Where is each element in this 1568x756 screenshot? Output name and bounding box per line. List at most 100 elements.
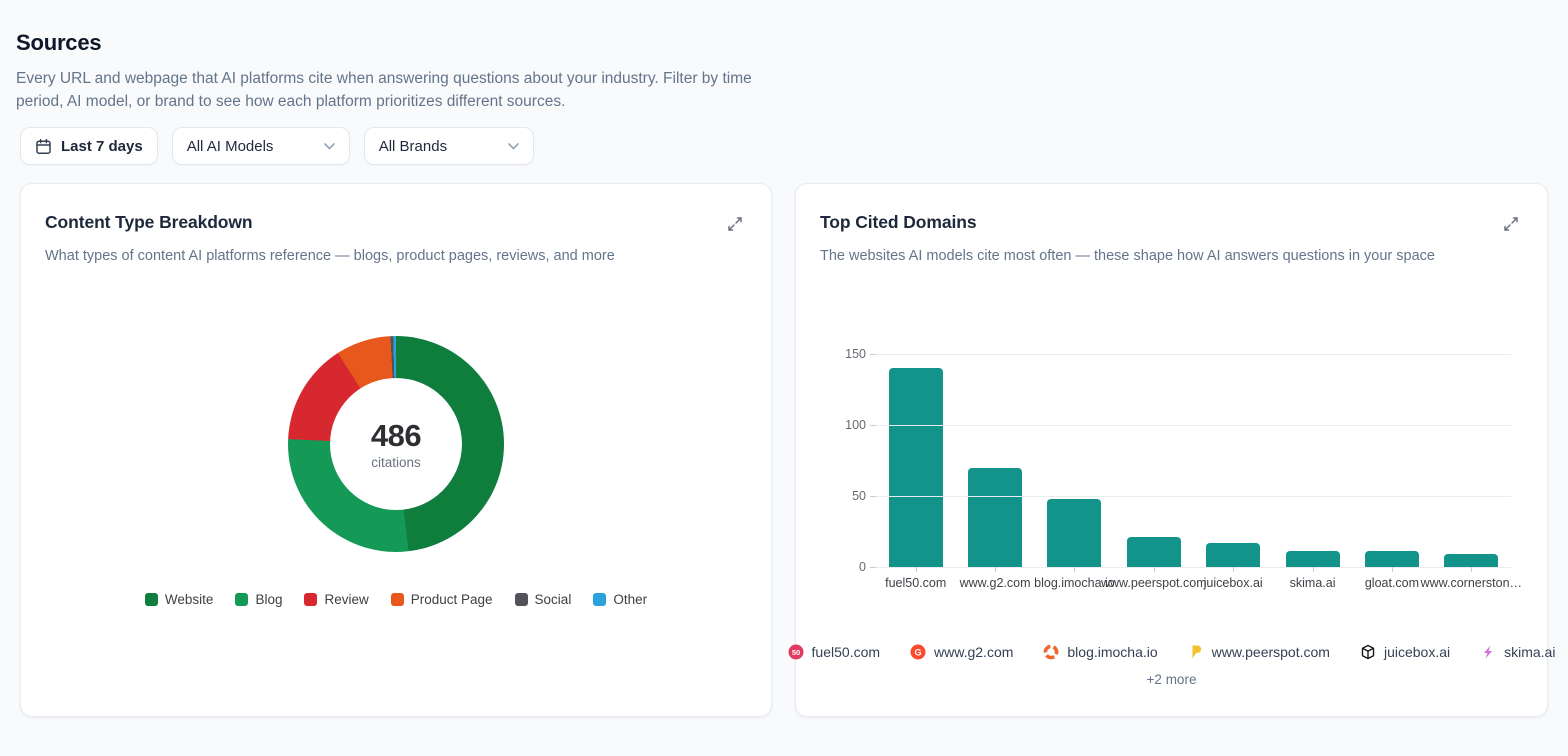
gridline <box>876 354 1511 355</box>
x-tick: www.cornerston… <box>1421 567 1522 590</box>
domain-legend-item[interactable]: juicebox.ai <box>1360 644 1450 660</box>
bar[interactable] <box>1126 537 1181 567</box>
legend-item[interactable]: Website <box>144 592 214 607</box>
peerspot-favicon <box>1188 644 1204 660</box>
donut-legend: Website Blog Review Product Page Social Other <box>21 592 771 607</box>
gridline <box>876 425 1511 426</box>
top-domains-card-subtitle: The websites AI models cite most often —… <box>820 248 1435 264</box>
brand-value: All Brands <box>378 137 448 155</box>
content-type-card: Content Type Breakdown What types of con… <box>20 183 772 717</box>
x-tick-mark <box>1471 567 1473 572</box>
y-tick-label: 50 <box>852 489 866 503</box>
x-tick-mark <box>1391 567 1393 572</box>
legend-item[interactable]: Social <box>514 592 571 607</box>
fuel50-favicon: 50 <box>788 644 804 660</box>
domain-legend-item[interactable]: www.peerspot.com <box>1188 644 1330 660</box>
x-tick: gloat.com <box>1352 567 1431 590</box>
bar[interactable] <box>888 368 943 567</box>
legend-label: Review <box>324 592 369 607</box>
domain-label: juicebox.ai <box>1383 644 1451 660</box>
expand-icon <box>728 217 742 231</box>
x-tick-mark <box>1233 567 1235 572</box>
domain-legend-item[interactable]: skima.ai <box>1480 644 1555 660</box>
expand-button[interactable] <box>1501 214 1521 234</box>
gridline <box>876 496 1511 497</box>
chevron-down-icon <box>507 142 519 150</box>
legend-item[interactable]: Blog <box>235 592 282 607</box>
more-domains-link[interactable]: +2 more <box>1146 672 1197 687</box>
g2-favicon: G <box>910 644 926 660</box>
legend-swatch <box>144 593 158 606</box>
page-title: Sources <box>16 30 102 55</box>
expand-button[interactable] <box>725 214 745 234</box>
x-tick-label: blog.imocha.io <box>1034 576 1115 590</box>
legend-item[interactable]: Review <box>304 592 369 607</box>
legend-item[interactable]: Other <box>593 592 647 607</box>
donut-center: 486 citations <box>330 378 462 510</box>
juicebox-favicon <box>1360 644 1376 660</box>
domain-label: skima.ai <box>1504 644 1556 660</box>
bar[interactable] <box>1285 551 1340 567</box>
y-tick-mark <box>870 567 876 568</box>
x-tick-mark <box>1312 567 1314 572</box>
svg-text:50: 50 <box>791 648 799 657</box>
ai-model-select[interactable]: All AI Models <box>171 127 350 165</box>
bar[interactable] <box>968 467 1023 567</box>
legend-label: Other <box>613 592 648 607</box>
legend-item[interactable]: Product Page <box>390 592 493 607</box>
ai-model-value: All AI Models <box>186 137 274 155</box>
bar[interactable] <box>1206 542 1261 567</box>
bar-chart: 0 50 100 150 <box>845 347 1511 574</box>
x-tick-mark <box>915 567 917 572</box>
y-tick-label: 150 <box>845 347 866 361</box>
x-tick-label: www.peerspot.com <box>1101 576 1207 590</box>
legend-label: Product Page <box>410 592 493 607</box>
content-type-card-subtitle: What types of content AI platforms refer… <box>45 248 615 264</box>
y-tick-mark <box>870 496 876 497</box>
chevron-down-icon <box>323 142 335 150</box>
x-tick-mark <box>1074 567 1076 572</box>
bar[interactable] <box>1444 554 1499 567</box>
legend-label: Website <box>164 592 214 607</box>
bar[interactable] <box>1047 498 1102 567</box>
donut-chart[interactable]: 486 citations <box>288 336 504 552</box>
svg-text:G: G <box>915 647 922 657</box>
y-tick-label: 0 <box>859 560 866 574</box>
calendar-icon <box>35 138 52 155</box>
x-tick-mark <box>1153 567 1155 572</box>
y-tick-mark <box>870 354 876 355</box>
legend-swatch <box>235 593 249 606</box>
x-tick: fuel50.com <box>876 567 955 590</box>
legend-swatch <box>304 593 318 606</box>
bar-band <box>955 354 1034 567</box>
y-tick-label: 100 <box>845 418 866 432</box>
page-header: Sources Every URL and webpage that AI pl… <box>16 30 766 113</box>
bar-band <box>1035 354 1114 567</box>
gridline <box>876 567 1511 568</box>
domain-legend-item[interactable]: 50 fuel50.com <box>788 644 880 660</box>
top-domains-card: Top Cited Domains The websites AI models… <box>788 183 1555 717</box>
x-tick-label: fuel50.com <box>885 576 947 590</box>
bar-band <box>1352 354 1431 567</box>
x-tick-label: skima.ai <box>1289 576 1336 590</box>
bar-band <box>876 354 955 567</box>
page-description: Every URL and webpage that AI platforms … <box>16 70 752 110</box>
x-tick-label: juicebox.ai <box>1203 576 1263 590</box>
x-tick-mark <box>995 567 997 572</box>
bar[interactable] <box>1364 551 1419 567</box>
filter-bar: Last 7 days All AI Models All Brands <box>20 127 534 165</box>
domain-legend-item[interactable]: blog.imocha.io <box>1043 644 1158 660</box>
x-tick-label: gloat.com <box>1364 576 1420 590</box>
x-tick: juicebox.ai <box>1194 567 1273 590</box>
legend-swatch <box>593 593 607 606</box>
domain-label: www.g2.com <box>934 644 1014 660</box>
domain-label: fuel50.com <box>811 644 881 660</box>
date-range-button[interactable]: Last 7 days <box>20 127 158 165</box>
brand-select[interactable]: All Brands <box>363 127 534 165</box>
x-tick-label: www.cornerston… <box>1420 576 1523 590</box>
legend-swatch <box>514 593 528 606</box>
imocha-favicon <box>1043 644 1059 660</box>
bar-band <box>1273 354 1352 567</box>
x-tick-label: www.g2.com <box>959 576 1031 590</box>
